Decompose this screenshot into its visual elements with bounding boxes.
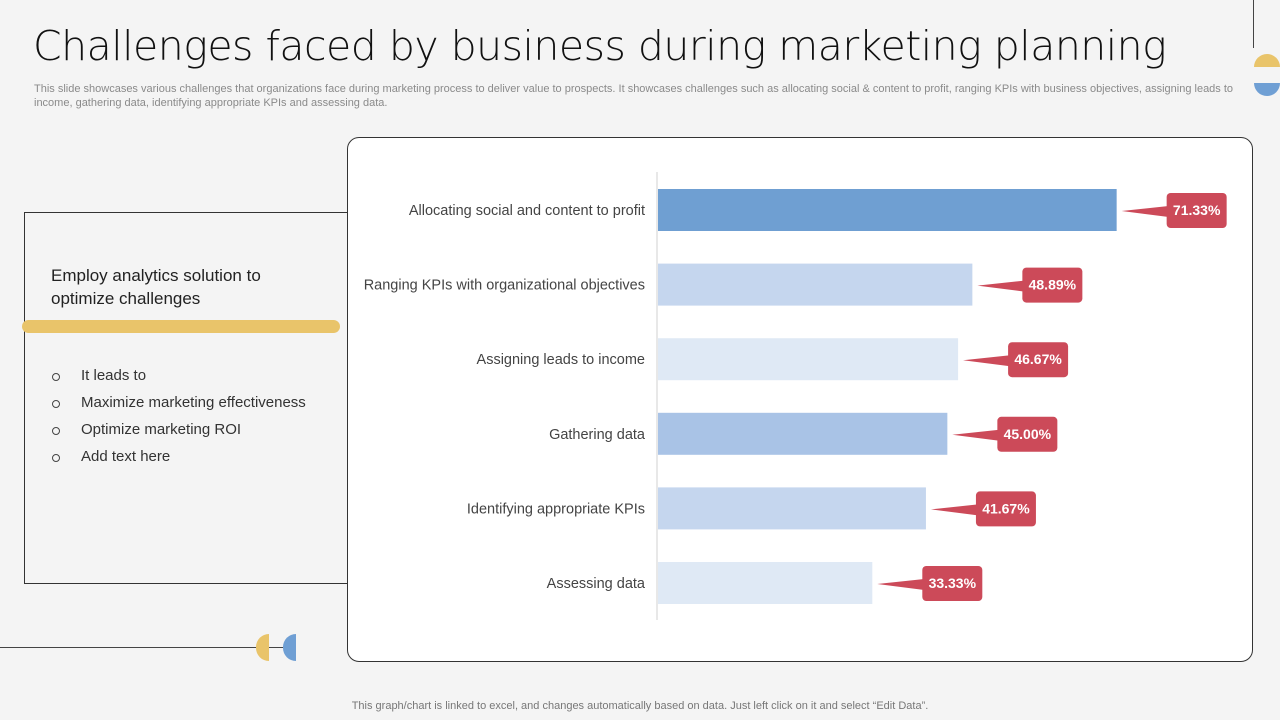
circle-bullet-icon — [52, 427, 60, 435]
bar[interactable] — [658, 562, 873, 604]
circle-bullet-icon — [52, 400, 60, 408]
corner-divider — [1253, 0, 1254, 48]
callout-pointer — [952, 429, 1000, 441]
bar[interactable] — [658, 263, 973, 306]
bar[interactable] — [658, 189, 1117, 231]
blue-semicircle-decoration — [1254, 83, 1280, 96]
data-label-box — [922, 566, 983, 601]
data-label: 33.33% — [929, 575, 977, 591]
chart-card[interactable]: Allocating social and content to profit 7… — [347, 137, 1253, 662]
data-label-box — [1022, 267, 1083, 303]
list-item-text: Optimize marketing ROI — [81, 421, 242, 438]
circle-bullet-icon — [52, 454, 60, 462]
category-label: Allocating social and content to profit — [409, 203, 645, 219]
data-label-box — [975, 491, 1036, 527]
panel-accent-bar — [22, 320, 340, 333]
footer-note: This graph/chart is linked to excel, and… — [351, 700, 929, 712]
list-item-text: It leads to — [81, 367, 147, 384]
page-subtitle: This slide showcases various challenges … — [34, 83, 1234, 109]
callout-pointer — [877, 579, 925, 590]
bar[interactable] — [658, 487, 926, 530]
blue-half-circle-decoration — [283, 634, 296, 661]
bar[interactable] — [658, 412, 948, 455]
data-label-box — [1166, 193, 1227, 228]
callout-pointer — [963, 355, 1011, 367]
list-item: Add text here — [50, 447, 306, 474]
data-label: 41.67% — [982, 500, 1030, 516]
data-label-box — [997, 416, 1058, 452]
category-label: Assessing data — [547, 576, 646, 592]
data-label-box — [1008, 342, 1069, 378]
analytics-panel — [24, 212, 354, 584]
bottom-divider — [0, 647, 290, 648]
panel-bullet-list: It leads to Maximize marketing effective… — [50, 366, 306, 474]
circle-bullet-icon — [52, 373, 60, 381]
category-label: Gathering data — [549, 427, 646, 443]
panel-heading: Employ analytics solution to optimize ch… — [51, 266, 261, 308]
callout-pointer — [930, 504, 978, 516]
data-label: 71.33% — [1173, 202, 1221, 218]
data-label: 48.89% — [1029, 277, 1077, 293]
list-item: Optimize marketing ROI — [50, 420, 306, 447]
callout-pointer — [977, 280, 1025, 292]
page-title: Challenges faced by business during mark… — [33, 22, 1167, 70]
list-item: It leads to — [50, 366, 306, 393]
yellow-semicircle-decoration — [1254, 54, 1280, 67]
list-item: Maximize marketing effectiveness — [50, 393, 306, 420]
list-item-text: Add text here — [81, 448, 171, 465]
list-item-text: Maximize marketing effectiveness — [81, 394, 306, 411]
bar-chart[interactable]: Allocating social and content to profit 7… — [348, 138, 1252, 661]
callout-pointer — [1121, 206, 1169, 217]
bar[interactable] — [658, 338, 959, 381]
yellow-half-circle-decoration — [256, 634, 269, 661]
data-label: 45.00% — [1004, 426, 1052, 442]
category-label: Identifying appropriate KPIs — [467, 501, 645, 517]
category-label: Ranging KPIs with organizational objecti… — [364, 278, 645, 294]
data-label: 46.67% — [1014, 351, 1062, 367]
category-label: Assigning leads to income — [477, 352, 645, 368]
